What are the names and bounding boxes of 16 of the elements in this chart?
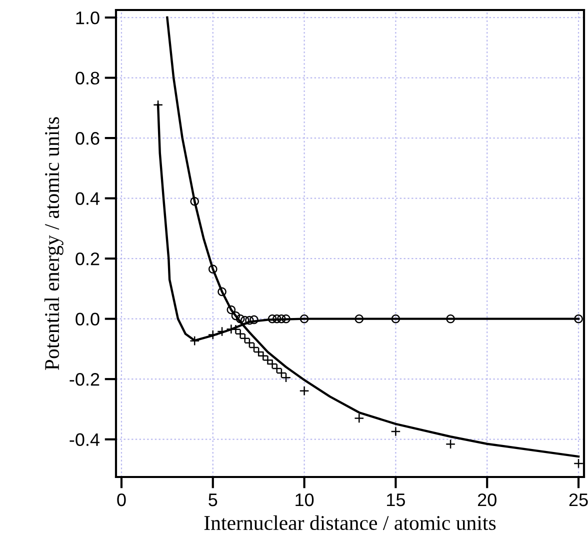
x-axis-title: Internuclear distance / atomic units <box>204 515 496 530</box>
x-tick-label: 5 <box>208 494 218 506</box>
x-tick-label: 10 <box>296 493 314 506</box>
y-tick-label: 0.4 <box>76 192 100 206</box>
x-tick-label: 15 <box>387 494 405 506</box>
y-tick-label: 0.2 <box>76 252 100 266</box>
y-axis-title: Potential energy / atomic units <box>44 117 64 370</box>
y-tick-label: 1.0 <box>76 11 100 24</box>
x-tick-label: 0 <box>117 493 126 506</box>
y-tick-label: 0.8 <box>76 72 100 85</box>
y-tick-label: 0.6 <box>76 132 100 145</box>
y-tick-label: -0.2 <box>70 373 100 386</box>
x-tick-label: 20 <box>478 493 496 506</box>
y-tick-label: 0.0 <box>76 312 100 326</box>
y-tick-label: -0.4 <box>70 433 100 446</box>
x-tick-label: 25 <box>569 493 588 506</box>
